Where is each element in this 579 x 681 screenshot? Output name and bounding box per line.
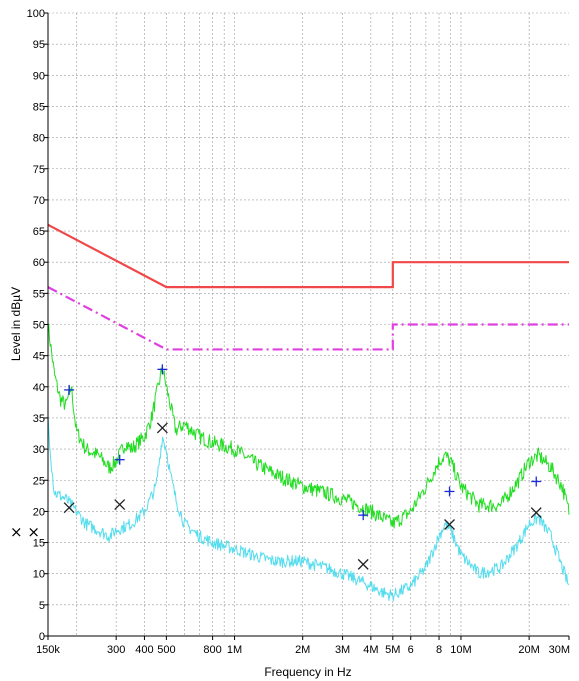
y-tick-label: 65 — [33, 226, 45, 238]
cross-marker-b — [114, 499, 126, 511]
cross-marker — [530, 507, 542, 519]
axes — [44, 12, 570, 640]
plus-marker — [444, 486, 455, 497]
y-tick-label: 5 — [39, 600, 45, 612]
limit-line-qp — [47, 223, 569, 289]
y-tick-label: 45 — [33, 351, 45, 363]
y-tick-label: 0 — [39, 631, 45, 643]
data-series — [47, 323, 570, 602]
y-tick-label: 85 — [33, 101, 45, 113]
y-tick-label: 70 — [33, 195, 45, 207]
x-tick-label: 2M — [295, 644, 310, 656]
x-tick-label: 150k — [36, 644, 60, 656]
y-tick-label: 100 — [27, 8, 45, 20]
series-peak-trace — [47, 323, 570, 529]
cross-marker — [156, 422, 168, 434]
y-tick-label: 25 — [33, 475, 45, 487]
x-axis-label: Frequency in Hz — [264, 665, 351, 679]
x-tick-label: 500 — [157, 644, 175, 656]
y-tick-label: 50 — [33, 320, 45, 332]
y-tick-label: 90 — [33, 70, 45, 82]
y-tick-label: 10 — [33, 569, 45, 581]
x-tick-label: 1M — [227, 644, 242, 656]
limit-lines — [47, 223, 569, 351]
y-axis-label: Level in dBµV — [9, 287, 23, 361]
y-tick-label: 55 — [33, 288, 45, 300]
y-tick-labels: 0 5 10 15 20 25 30 35 40 45 50 55 60 65 70 75 80 85 90 95 10… — [27, 8, 45, 643]
y-tick-label: 15 — [33, 538, 45, 550]
cross-marker — [63, 502, 75, 514]
x-tick-label: 10M — [450, 644, 471, 656]
plus-marker — [358, 510, 369, 521]
side-glyph: × × — [10, 523, 40, 541]
cross-marker — [114, 499, 126, 511]
y-tick-label: 95 — [33, 39, 45, 51]
cross-marker-b — [156, 422, 168, 434]
y-tick-label: 75 — [33, 164, 45, 176]
limit-line-avg — [47, 286, 569, 351]
plus-marker — [157, 364, 168, 375]
markers — [63, 364, 542, 570]
series-average-trace — [47, 415, 570, 602]
x-tick-label: 20M — [518, 644, 539, 656]
x-tick-label: 300 — [107, 644, 125, 656]
x-tick-label: 800 — [203, 644, 221, 656]
x-tick-label: 6 — [408, 644, 414, 656]
y-tick-label: 30 — [33, 444, 45, 456]
x-tick-label: 4M — [363, 644, 378, 656]
plus-marker — [114, 454, 125, 465]
cross-marker-b — [530, 507, 542, 519]
y-tick-label: 40 — [33, 382, 45, 394]
y-tick-label: 20 — [33, 506, 45, 518]
plus-marker — [64, 384, 75, 395]
cross-marker-b — [63, 502, 75, 514]
x-tick-label: 8 — [436, 644, 442, 656]
plus-marker — [531, 476, 542, 487]
x-tick-label: 3M — [335, 644, 350, 656]
x-tick-label: 30M — [549, 644, 570, 656]
y-tick-label: 35 — [33, 413, 45, 425]
cross-marker — [444, 519, 455, 530]
cross-marker-b — [357, 558, 369, 570]
cross-marker — [357, 558, 369, 570]
cross-marker-b — [444, 519, 455, 530]
y-tick-label: 80 — [33, 133, 45, 145]
y-tick-label: 60 — [33, 257, 45, 269]
x-tick-label: 400 — [135, 644, 153, 656]
x-tick-labels: 150k 300 400 500 800 1M 2M 3M 4M 5M 6 8 10M 20M 30M — [36, 644, 570, 656]
x-tick-label: 5M — [385, 644, 400, 656]
